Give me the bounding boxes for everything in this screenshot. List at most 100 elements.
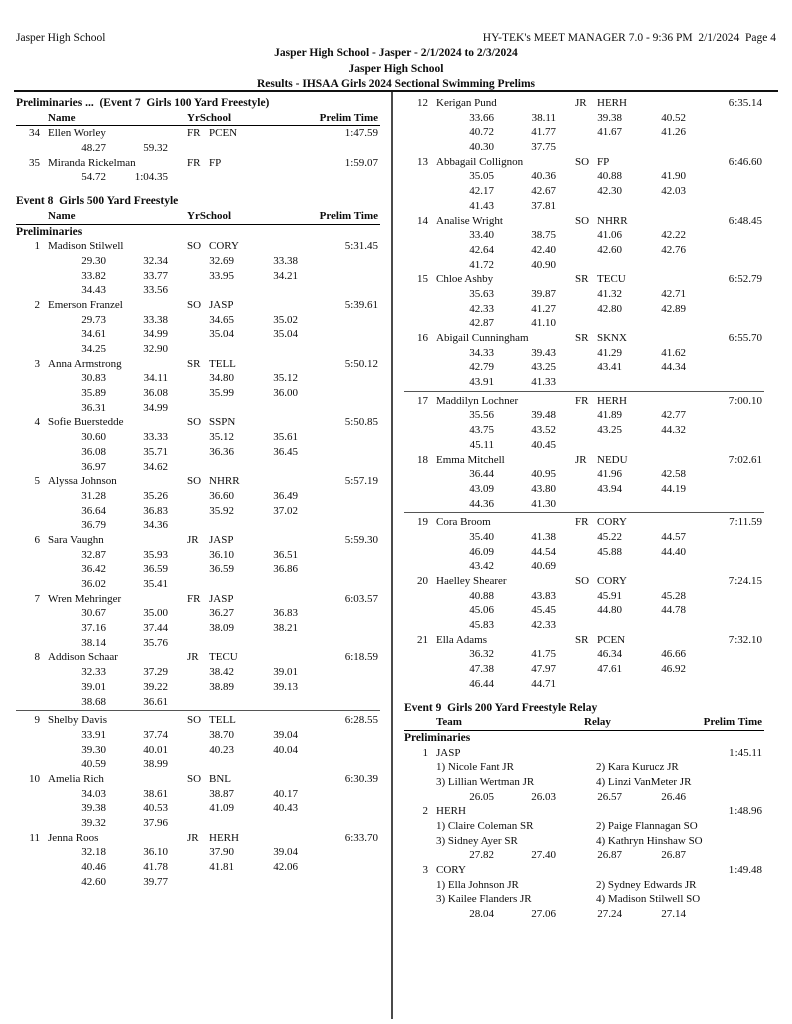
entry-prelim-time: 7:00.10 [728,394,762,407]
splits-row: 42.60 39.77 [16,875,380,890]
col-header-team: Team [436,716,462,729]
split-time: 39.38 [597,111,622,124]
entry-year: FR [187,156,201,169]
entry-year: SO [575,155,590,168]
entry-prelim-time: 6:33.70 [344,831,378,844]
split-time: 36.42 [81,563,106,576]
relay-prelim-time: 1:45.11 [729,746,762,759]
splits-row: 40.46 41.78 41.81 42.06 [16,860,380,875]
col-header-prelim-time: Prelim Time [319,111,378,124]
relay-row: 1 JASP 1:45.11 [404,746,764,761]
relay-team: CORY [436,864,466,877]
entry-place: 12 [417,97,428,109]
split-time: 34.61 [81,328,106,341]
entry-prelim-time: 6:46.60 [728,155,762,168]
split-time: 45.91 [597,589,622,602]
split-time: 34.62 [143,460,168,473]
entry-place: 18 [417,453,428,466]
split-time: 43.94 [597,482,622,495]
split-time: 38.61 [143,787,168,800]
split-time: 42.30 [597,185,622,198]
split-time: 43.25 [531,361,556,374]
splits-row: 46.44 44.71 [404,677,764,692]
split-time: 38.75 [531,229,556,242]
split-time: 36.08 [81,445,106,458]
split-time: 42.58 [661,468,686,481]
splits-row: 36.64 36.83 35.92 37.02 [16,504,380,519]
splits-row: 45.83 42.33 [404,618,764,633]
split-time: 33.91 [81,728,106,741]
split-time: 42.60 [597,243,622,256]
split-time: 36.27 [209,607,234,620]
split-time: 38.87 [209,787,234,800]
entry-year: SR [575,273,589,286]
section-header: Preliminaries ... (Event 7 Girls 100 Yar… [16,97,270,109]
entry-school: CORY [597,516,627,529]
split-time: 38.89 [209,680,234,693]
split-time: 42.33 [531,619,556,632]
split-time: 35.02 [273,313,298,326]
split-time: 38.14 [81,636,106,649]
entry-name: Madison Stilwell [48,240,124,253]
splits-row: 36.02 35.41 [16,577,380,592]
splits-row: 29.30 32.34 32.69 33.38 [16,254,380,269]
split-time: 36.64 [81,504,106,517]
splits-row: 32.18 36.10 37.90 39.04 [16,845,380,860]
entry-row: 9 Shelby Davis SO TELL 6:28.55 [16,713,380,728]
entry-place: 8 [34,651,41,664]
split-time: 45.88 [597,545,622,558]
relay-row: 3 CORY 1:49.48 [404,863,764,878]
entry-place: 4 [34,416,41,429]
split-time: 40.95 [531,468,556,481]
entry-name: Ellen Worley [48,127,106,140]
split-time: 40.36 [531,170,556,183]
entry-school: SKNX [597,332,627,344]
split-time: 33.33 [143,431,168,444]
split-time: 44.32 [661,424,686,437]
entry-year: FR [187,592,201,605]
split-time: 33.77 [143,269,168,282]
splits-row: 42.64 42.40 42.60 42.76 [404,243,764,258]
splits-row: 34.61 34.99 35.04 35.04 [16,327,380,342]
split-time: 34.99 [143,401,168,414]
entry-prelim-time: 5:59.30 [344,533,378,546]
relay-swimmer: 2) Sydney Edwards JR [596,878,697,891]
split-time: 41.75 [531,648,556,661]
split-time: 36.32 [469,648,494,661]
entry-row: 6 Sara Vaughn JR JASP 5:59.30 [16,533,380,548]
entry-row: 7 Wren Mehringer FR JASP 6:03.57 [16,592,380,607]
splits-row: 39.01 39.22 38.89 39.13 [16,680,380,695]
entry-year: JR [187,533,199,546]
entry-name: Sofie Buerstedde [48,416,124,429]
split-time: 37.29 [143,666,168,679]
entry-place: 10 [29,772,40,785]
splits-row: 30.67 35.00 36.27 36.83 [16,606,380,621]
right-column: 12 Kerigan Pund JR HERH 6:35.14 33.66 38.11 39.… [404,96,764,922]
split-time: 37.16 [81,622,106,635]
split-time: 38.70 [209,728,234,741]
split-time: 48.27 [81,142,106,155]
relay-swimmer: 3) Lillian Wertman JR [436,775,535,788]
relay-swimmer: 4) Linzi VanMeter JR [596,775,692,788]
split-time: 40.43 [273,802,298,815]
entry-school: FP [597,155,610,168]
entry-prelim-time: 6:28.55 [344,714,378,727]
entry-prelim-time: 6:48.45 [728,214,762,227]
split-time: 44.78 [661,604,686,617]
split-time: 41.96 [597,468,622,481]
relay-prelim-time: 1:48.96 [728,805,762,818]
splits-row: 40.59 38.99 [16,757,380,772]
entry-name: Miranda Rickelman [48,156,136,169]
splits-row: 45.11 40.45 [404,438,764,453]
split-time: 27.82 [469,849,494,862]
split-time: 44.40 [661,545,686,558]
entry-name: Wren Mehringer [48,592,122,605]
split-time: 34.11 [143,372,168,385]
split-time: 46.44 [469,677,494,690]
entry-place: 34 [29,127,40,140]
entry-prelim-time: 7:24.15 [728,575,762,587]
entry-school: CORY [597,575,627,587]
column-divider [391,92,393,1019]
split-time: 30.83 [81,372,106,385]
split-time: 36.10 [209,548,234,561]
